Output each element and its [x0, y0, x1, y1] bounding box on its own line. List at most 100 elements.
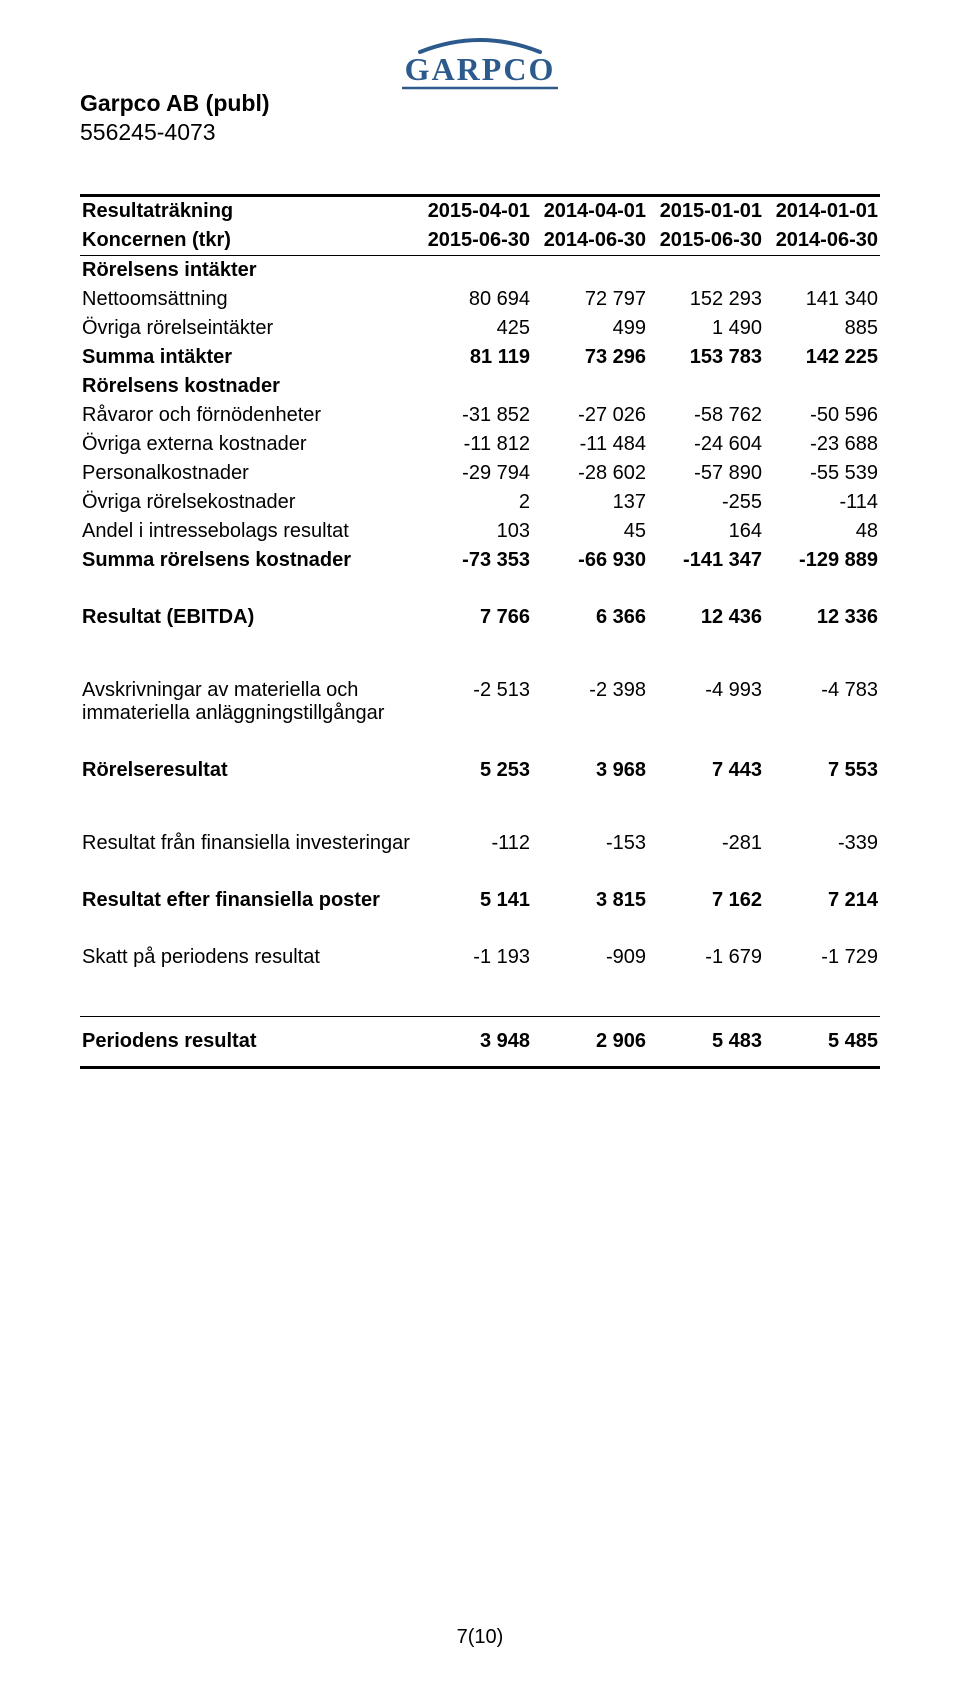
cell: 152 293	[648, 285, 764, 314]
spacer	[80, 785, 880, 829]
company-logo: GARPCO	[380, 34, 580, 96]
income-statement-table: Resultaträkning 2015-04-01 2014-04-01 20…	[80, 194, 880, 1069]
cell: 142 225	[764, 343, 880, 372]
label-summa-intakter: Summa intäkter	[80, 343, 416, 372]
label-efter-fin: Resultat efter finansiella poster	[80, 886, 416, 915]
label-periodens-resultat: Periodens resultat	[80, 1027, 416, 1056]
spacer	[80, 1056, 880, 1068]
cell: -112	[416, 829, 532, 858]
period-col4-start: 2014-01-01	[764, 197, 880, 226]
cell: -281	[648, 829, 764, 858]
row-ravaror: Råvaror och förnödenheter -31 852 -27 02…	[80, 401, 880, 430]
report-title-1: Resultaträkning	[80, 197, 416, 226]
cell: 7 766	[416, 603, 532, 632]
cell: 2 906	[532, 1027, 648, 1056]
cell: 3 948	[416, 1027, 532, 1056]
label-ovriga-rorelse: Övriga rörelsekostnader	[80, 488, 416, 517]
row-ebitda: Resultat (EBITDA) 7 766 6 366 12 436 12 …	[80, 603, 880, 632]
cell: -129 889	[764, 546, 880, 575]
spacer	[80, 632, 880, 676]
report-title-2: Koncernen (tkr)	[80, 226, 416, 256]
cell: 2	[416, 488, 532, 517]
cell: 5 141	[416, 886, 532, 915]
cell: 7 214	[764, 886, 880, 915]
row-skatt: Skatt på periodens resultat -1 193 -909 …	[80, 943, 880, 972]
cell: 73 296	[532, 343, 648, 372]
cell: 137	[532, 488, 648, 517]
label-ravaror: Råvaror och förnödenheter	[80, 401, 416, 430]
row-finansiella: Resultat från finansiella investeringar …	[80, 829, 880, 858]
cell: 3 815	[532, 886, 648, 915]
label-nettoomsattning: Nettoomsättning	[80, 285, 416, 314]
garpco-logo-svg: GARPCO	[380, 34, 580, 96]
section-revenues-heading: Rörelsens intäkter	[80, 256, 880, 285]
cell: -114	[764, 488, 880, 517]
revenues-heading-text: Rörelsens intäkter	[80, 256, 880, 285]
cell: 7 443	[648, 756, 764, 785]
cell: 45	[532, 517, 648, 546]
row-summa-intakter: Summa intäkter 81 119 73 296 153 783 142…	[80, 343, 880, 372]
label-finansiella: Resultat från finansiella investeringar	[80, 829, 416, 858]
spacer	[80, 972, 880, 1017]
report-title-row-2: Koncernen (tkr) 2015-06-30 2014-06-30 20…	[80, 226, 880, 256]
row-summa-kostnader: Summa rörelsens kostnader -73 353 -66 93…	[80, 546, 880, 575]
cell: 6 366	[532, 603, 648, 632]
cell: 5 485	[764, 1027, 880, 1056]
label-andel-intresse: Andel i intressebolags resultat	[80, 517, 416, 546]
cell: -27 026	[532, 401, 648, 430]
cell: 1 490	[648, 314, 764, 343]
cell: -73 353	[416, 546, 532, 575]
cell: 5 253	[416, 756, 532, 785]
label-ovriga-intakter: Övriga rörelseintäkter	[80, 314, 416, 343]
cell: -11 484	[532, 430, 648, 459]
cell: 141 340	[764, 285, 880, 314]
spacer	[80, 1017, 880, 1027]
cell: -55 539	[764, 459, 880, 488]
cell: 81 119	[416, 343, 532, 372]
label-avskrivningar: Avskrivningar av materiella och immateri…	[80, 676, 416, 728]
cell: 425	[416, 314, 532, 343]
period-col4-end: 2014-06-30	[764, 226, 880, 256]
row-nettoomsattning: Nettoomsättning 80 694 72 797 152 293 14…	[80, 285, 880, 314]
company-org-number: 556245-4073	[80, 119, 880, 146]
costs-heading-text: Rörelsens kostnader	[80, 372, 880, 401]
row-efter-fin: Resultat efter finansiella poster 5 141 …	[80, 886, 880, 915]
cell: 7 162	[648, 886, 764, 915]
cell: -141 347	[648, 546, 764, 575]
row-personal: Personalkostnader -29 794 -28 602 -57 89…	[80, 459, 880, 488]
cell: -50 596	[764, 401, 880, 430]
cell: -339	[764, 829, 880, 858]
period-col1-end: 2015-06-30	[416, 226, 532, 256]
cell: -909	[532, 943, 648, 972]
spacer	[80, 728, 880, 756]
cell: -31 852	[416, 401, 532, 430]
cell: 5 483	[648, 1027, 764, 1056]
row-andel-intresse: Andel i intressebolags resultat 103 45 1…	[80, 517, 880, 546]
label-ovriga-externa: Övriga externa kostnader	[80, 430, 416, 459]
cell: 164	[648, 517, 764, 546]
cell: 12 436	[648, 603, 764, 632]
label-rorelseresultat: Rörelseresultat	[80, 756, 416, 785]
period-col3-start: 2015-01-01	[648, 197, 764, 226]
cell: -24 604	[648, 430, 764, 459]
cell: 72 797	[532, 285, 648, 314]
cell: -1 679	[648, 943, 764, 972]
cell: -1 193	[416, 943, 532, 972]
cell: -4 993	[648, 676, 764, 728]
spacer	[80, 915, 880, 943]
cell: -1 729	[764, 943, 880, 972]
row-ovriga-rorelse: Övriga rörelsekostnader 2 137 -255 -114	[80, 488, 880, 517]
cell: -23 688	[764, 430, 880, 459]
report-title-row: Resultaträkning 2015-04-01 2014-04-01 20…	[80, 197, 880, 226]
cell: -28 602	[532, 459, 648, 488]
period-col3-end: 2015-06-30	[648, 226, 764, 256]
cell: -11 812	[416, 430, 532, 459]
cell: 48	[764, 517, 880, 546]
cell: -153	[532, 829, 648, 858]
cell: -2 398	[532, 676, 648, 728]
cell: -2 513	[416, 676, 532, 728]
period-col2-start: 2014-04-01	[532, 197, 648, 226]
spacer	[80, 575, 880, 603]
cell: -66 930	[532, 546, 648, 575]
label-skatt: Skatt på periodens resultat	[80, 943, 416, 972]
